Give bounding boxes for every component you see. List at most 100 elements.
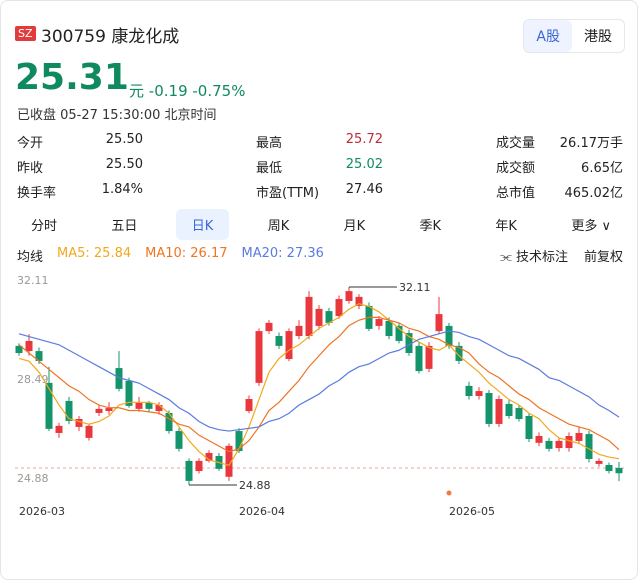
period-tab[interactable]: 年K — [495, 219, 517, 234]
stat-label: 成交量 — [496, 136, 536, 151]
candle-body — [475, 391, 483, 396]
annotation-label: 32.11 — [399, 281, 431, 294]
candle-body — [185, 460, 193, 481]
candle-body — [85, 425, 93, 438]
candle-body — [245, 399, 253, 412]
stat-label: 最低 — [256, 161, 283, 176]
candle-body — [115, 368, 123, 389]
period-tab[interactable]: 分时 — [31, 219, 58, 234]
candle-body — [455, 345, 463, 361]
stat-value: 6.65亿 — [581, 161, 623, 176]
legend-entry: MA10: 26.17 — [145, 246, 228, 261]
market-tab[interactable]: A股 — [524, 20, 572, 52]
stat-label: 市盈(TTM) — [256, 186, 320, 201]
candle-body — [495, 399, 503, 424]
candle-body — [195, 460, 203, 472]
x-tick-label: 2026-04 — [239, 505, 285, 518]
y-tick-label: 28.49 — [17, 373, 49, 386]
market-tab[interactable]: 港股 — [584, 29, 612, 45]
period-tab[interactable]: 五日 — [111, 219, 138, 234]
stat-value: 26.17万手 — [559, 136, 623, 151]
candle-body — [235, 431, 243, 452]
stat-label: 总市值 — [496, 186, 536, 201]
candle-body — [615, 468, 623, 474]
ma-legend: 均线 MA5: 25.84 MA10: 26.17 MA20: 27.36 — [17, 246, 324, 265]
x-tick-label: 2026-03 — [19, 505, 65, 518]
candle-body — [95, 408, 103, 413]
stock-code: 300759 — [41, 27, 106, 47]
candle-body — [595, 460, 603, 464]
period-tabs: 分时 五日 日K 周K 月K 季K 年K 更多 ∨ — [15, 209, 627, 240]
candle-body — [535, 435, 543, 443]
candle-body — [305, 296, 313, 337]
y-tick-label: 24.88 — [17, 472, 49, 485]
period-tab[interactable]: 周K — [267, 219, 290, 234]
event-dot — [446, 490, 452, 496]
candle-body — [405, 333, 413, 353]
candle-body — [355, 296, 363, 306]
candle-body — [525, 415, 533, 439]
legend-entry: MA5: 25.84 — [57, 246, 132, 261]
period-tab[interactable]: 季K — [419, 219, 442, 234]
tool[interactable]: 前复权 — [583, 250, 623, 265]
candle-body — [435, 314, 443, 332]
candle-body — [55, 425, 63, 433]
candle-body — [145, 402, 153, 409]
candle-body — [75, 419, 83, 427]
candle-body — [605, 465, 613, 472]
candle-body — [585, 434, 593, 459]
candle-body — [315, 308, 323, 326]
candle-body — [275, 336, 283, 346]
candle-body — [25, 340, 33, 352]
candle-body — [515, 408, 523, 419]
stat-value: 25.02 — [345, 157, 383, 172]
candle-body — [135, 402, 143, 409]
candle-body — [165, 412, 173, 432]
candle-body — [575, 432, 583, 441]
period-tab[interactable]: 更多 ∨ — [571, 219, 611, 234]
y-tick-label: 32.11 — [17, 274, 49, 287]
stat-value: 25.50 — [105, 132, 143, 147]
stat-value: 465.02亿 — [564, 186, 624, 201]
tool-label: 技术标注 — [515, 250, 568, 265]
candle-body — [175, 431, 183, 449]
candle-body — [445, 325, 453, 346]
stat-label: 换手率 — [17, 186, 57, 201]
stock-title: 300759 康龙化成 — [41, 22, 179, 47]
annotation-label: 24.88 — [239, 479, 271, 492]
stat-value: 25.72 — [345, 132, 383, 147]
candle-body — [205, 452, 213, 461]
stat-value: 27.46 — [345, 182, 383, 197]
ma-title: 均线 — [17, 250, 44, 265]
chart-tools: ⫘ 技术标注 前复权 — [500, 246, 623, 265]
stat-label: 今开 — [17, 136, 44, 151]
stat-label: 昨收 — [17, 161, 44, 176]
period-tab[interactable]: 月K — [343, 219, 366, 234]
candle-body — [105, 408, 113, 412]
unit: 元 — [129, 82, 145, 100]
candle-body — [155, 405, 163, 412]
stat-value: 1.84% — [101, 182, 143, 197]
ma-line — [18, 303, 620, 466]
stat-value: 25.50 — [105, 157, 143, 172]
candle-body — [65, 400, 73, 421]
market-badge: SZ — [15, 26, 36, 41]
candle-body — [385, 320, 393, 337]
candle-body — [485, 392, 493, 424]
candle-body — [15, 345, 23, 353]
market-switch: A股 港股 — [523, 19, 625, 53]
period-tab[interactable]: 日K — [175, 209, 230, 240]
candle-body — [565, 435, 573, 449]
candle-body — [255, 331, 263, 383]
change-pct: -0.75% — [192, 82, 246, 100]
legend-entry: MA20: 27.36 — [241, 246, 324, 261]
candle-body — [125, 380, 133, 406]
stock-name: 康龙化成 — [111, 27, 180, 47]
stat-label: 成交额 — [496, 161, 536, 176]
ma-line — [18, 316, 620, 453]
candle-body — [45, 382, 53, 429]
candle-body — [375, 319, 383, 326]
tool[interactable]: ⫘ 技术标注 — [500, 250, 568, 265]
candle-body — [555, 440, 563, 449]
